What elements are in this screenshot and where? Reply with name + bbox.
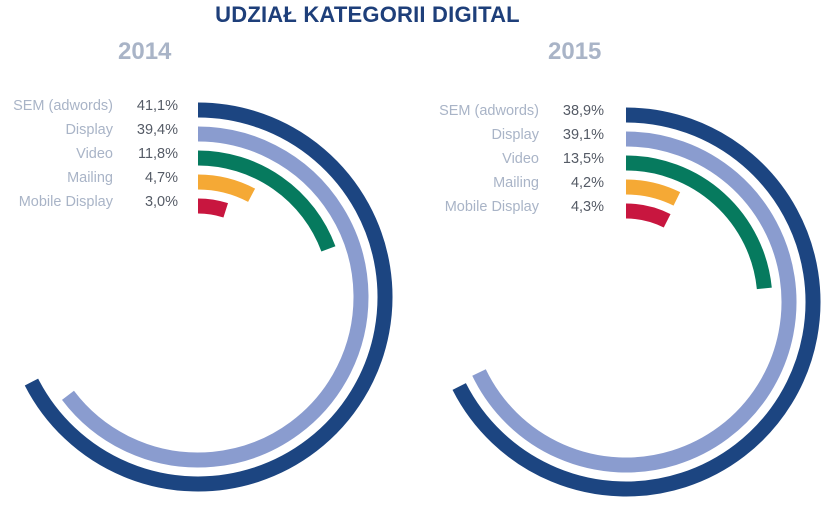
chart-2015: 2015 SEM (adwords) Display Video Mailing… — [420, 0, 839, 505]
arcs-2015 — [452, 107, 821, 497]
category-label: Video — [76, 146, 113, 162]
arc-mailing — [197, 174, 256, 202]
category-label: Mailing — [67, 170, 113, 186]
arcs-2014 — [24, 102, 393, 492]
chart-title: UDZIAŁ KATEGORII DIGITAL — [215, 2, 520, 27]
category-label: Mobile Display — [444, 199, 539, 215]
value-label: 13,5% — [562, 151, 604, 167]
arc-video — [625, 155, 772, 290]
category-label: SEM (adwords) — [13, 98, 113, 114]
category-label: Mailing — [493, 175, 539, 191]
category-label: Display — [65, 122, 113, 138]
value-label: 4,2% — [570, 175, 604, 191]
arc-video — [197, 150, 336, 252]
arc-mobile-display — [625, 203, 671, 228]
value-label: 4,3% — [570, 199, 604, 215]
category-labels: SEM (adwords) Display Video Mailing Mobi… — [0, 94, 113, 214]
category-label: Video — [502, 151, 539, 167]
year-label: 2015 — [548, 38, 602, 65]
value-labels: 38,9% 39,1% 13,5% 4,2% 4,3% — [542, 99, 604, 219]
value-label: 3,0% — [144, 194, 178, 210]
category-labels: SEM (adwords) Display Video Mailing Mobi… — [420, 99, 539, 219]
arc-display — [472, 131, 797, 473]
chart-2014: 2014 SEM (adwords) Display Video Mailing… — [0, 38, 393, 492]
year-label: 2014 — [118, 38, 172, 65]
value-label: 39,1% — [562, 127, 604, 143]
arc-display — [62, 126, 369, 468]
value-labels: 41,1% 39,4% 11,8% 4,7% 3,0% — [116, 94, 178, 214]
value-label: 11,8% — [137, 146, 178, 162]
arc-mobile-display — [197, 198, 229, 218]
arc-mailing — [625, 179, 681, 206]
value-label: 4,7% — [144, 170, 178, 186]
category-label: SEM (adwords) — [439, 103, 539, 119]
value-label: 41,1% — [136, 98, 178, 114]
category-label: Mobile Display — [18, 194, 113, 210]
arc-sem-adwords — [24, 102, 393, 492]
value-label: 39,4% — [136, 122, 178, 138]
value-label: 38,9% — [562, 103, 604, 119]
category-label: Display — [491, 127, 539, 143]
arc-sem-adwords — [452, 107, 821, 497]
